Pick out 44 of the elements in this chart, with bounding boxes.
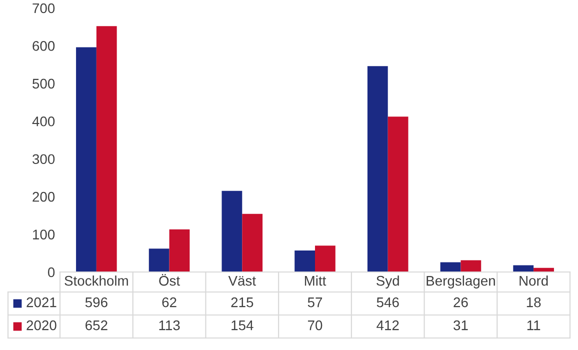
data-label: 215 — [231, 297, 254, 308]
data-label: 596 — [85, 297, 108, 308]
bar — [315, 246, 336, 272]
y-tick-label: 700 — [32, 3, 55, 14]
bar — [440, 262, 461, 272]
data-label: 57 — [308, 298, 322, 308]
data-label: 62 — [162, 297, 176, 308]
data-label: 652 — [86, 320, 108, 330]
data-label: 70 — [308, 320, 322, 330]
legend-label: 2020 — [26, 320, 56, 330]
legend-label: 2021 — [26, 297, 56, 308]
x-tick-label: Bergslagen — [426, 276, 495, 288]
x-tick-label: Stockholm — [64, 276, 128, 286]
bar — [294, 250, 315, 272]
bar — [513, 265, 534, 272]
bar — [242, 214, 263, 272]
bar — [96, 26, 117, 272]
y-tick-label: 300 — [32, 154, 55, 164]
bar — [222, 190, 242, 272]
bar — [388, 116, 408, 272]
bar — [169, 229, 190, 272]
x-tick-label: Öst — [159, 274, 180, 286]
data-label: 26 — [454, 297, 468, 308]
data-label: 546 — [376, 297, 399, 308]
data-label: 11 — [527, 320, 540, 330]
bar — [367, 66, 388, 272]
data-label: 113 — [159, 320, 180, 330]
y-tick-label: 500 — [32, 78, 55, 89]
x-tick-label: Väst — [228, 276, 256, 286]
y-tick-label: 600 — [32, 41, 55, 51]
x-tick-label: Mitt — [304, 276, 326, 286]
y-tick-label: 200 — [32, 192, 55, 202]
bar — [460, 260, 482, 272]
data-label: 154 — [232, 320, 254, 330]
bar — [76, 47, 96, 272]
bar — [148, 248, 170, 272]
data-label: 18 — [526, 297, 541, 308]
data-label: 412 — [376, 320, 399, 330]
x-tick-label: Nord — [520, 276, 548, 286]
data-label: 31 — [454, 320, 468, 330]
y-tick-label: 0 — [48, 267, 55, 278]
y-tick-label: 400 — [32, 116, 55, 126]
x-tick-label: Syd — [376, 276, 399, 288]
y-tick-label: 100 — [33, 230, 55, 240]
